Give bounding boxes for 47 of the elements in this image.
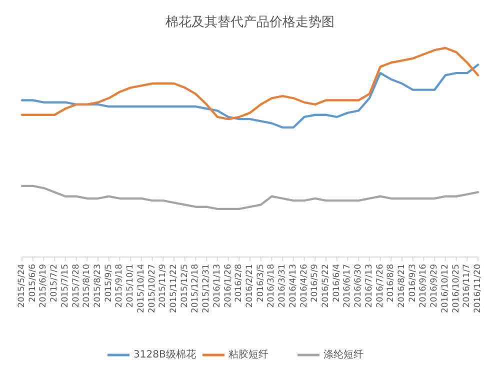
x-tick-label: 2016/2/8 <box>234 264 244 302</box>
x-tick-label: 2015/11/9 <box>158 264 168 308</box>
x-tick-label: 2016/5/22 <box>321 264 331 308</box>
x-tick-label: 2016/11/7 <box>462 264 472 308</box>
x-tick-label: 2016/4/26 <box>299 264 310 308</box>
x-tick-label: 2016/3/5 <box>256 264 266 302</box>
x-tick-label: 2016/9/16 <box>418 264 429 308</box>
x-tick-label: 2015/7/2 <box>50 264 60 302</box>
x-tick-label: 2015/5/24 <box>17 264 27 308</box>
legend-label: 涤纶短纤 <box>324 348 364 360</box>
x-tick-label: 2016/4/13 <box>288 264 298 308</box>
x-tick-label: 2015/8/10 <box>82 264 92 308</box>
chart-title: 棉花及其替代产品价格走势图 <box>166 15 334 30</box>
x-tick-label: 2016/11/20 <box>473 264 483 313</box>
x-tick-label: 2015/9/18 <box>114 264 125 308</box>
x-tick-label: 2016/7/26 <box>375 264 386 308</box>
x-tick-label: 2016/2/21 <box>245 264 255 308</box>
legend-label: 3128B级棉花 <box>134 348 196 360</box>
x-tick-label: 2015/12/18 <box>190 264 201 313</box>
x-tick-label: 2016/7/13 <box>364 264 374 308</box>
x-tick-label: 2015/12/5 <box>180 264 190 308</box>
x-tick-label: 2015/7/15 <box>60 264 70 308</box>
x-tick-label: 2016/3/31 <box>278 264 288 308</box>
x-tick-label: 2015/12/31 <box>202 264 212 313</box>
x-tick-label: 2016/8/8 <box>386 264 396 302</box>
x-tick-label: 2015/10/1 <box>126 264 136 308</box>
x-tick-label: 2016/5/9 <box>310 264 320 302</box>
x-tick-label: 2016/9/29 <box>430 264 440 308</box>
x-tick-label: 2015/11/22 <box>169 264 179 313</box>
x-tick-label: 2016/10/25 <box>451 264 462 313</box>
x-tick-label: 2016/6/30 <box>354 264 364 308</box>
x-tick-label: 2016/1/13 <box>212 264 222 308</box>
x-tick-label: 2016/6/17 <box>342 264 353 308</box>
x-tick-label: 2016/6/4 <box>332 264 342 302</box>
x-tick-label: 2015/6/6 <box>28 264 38 302</box>
x-tick-label: 2015/10/14 <box>136 264 146 313</box>
x-tick-label: 2016/1/26 <box>223 264 234 308</box>
x-tick-label: 2016/8/21 <box>397 264 407 308</box>
x-tick-label: 2016/10/12 <box>440 264 450 313</box>
legend-label: 粘胶短纤 <box>228 348 268 360</box>
x-tick-label: 2016/3/18 <box>266 264 277 308</box>
x-tick-label: 2015/7/28 <box>71 264 82 308</box>
x-tick-label: 2015/9/5 <box>104 264 114 302</box>
x-tick-label: 2016/9/3 <box>408 264 418 302</box>
x-tick-label: 2015/10/27 <box>147 264 158 313</box>
x-tick-label: 2015/6/19 <box>38 264 49 308</box>
x-tick-label: 2015/8/23 <box>93 264 103 308</box>
